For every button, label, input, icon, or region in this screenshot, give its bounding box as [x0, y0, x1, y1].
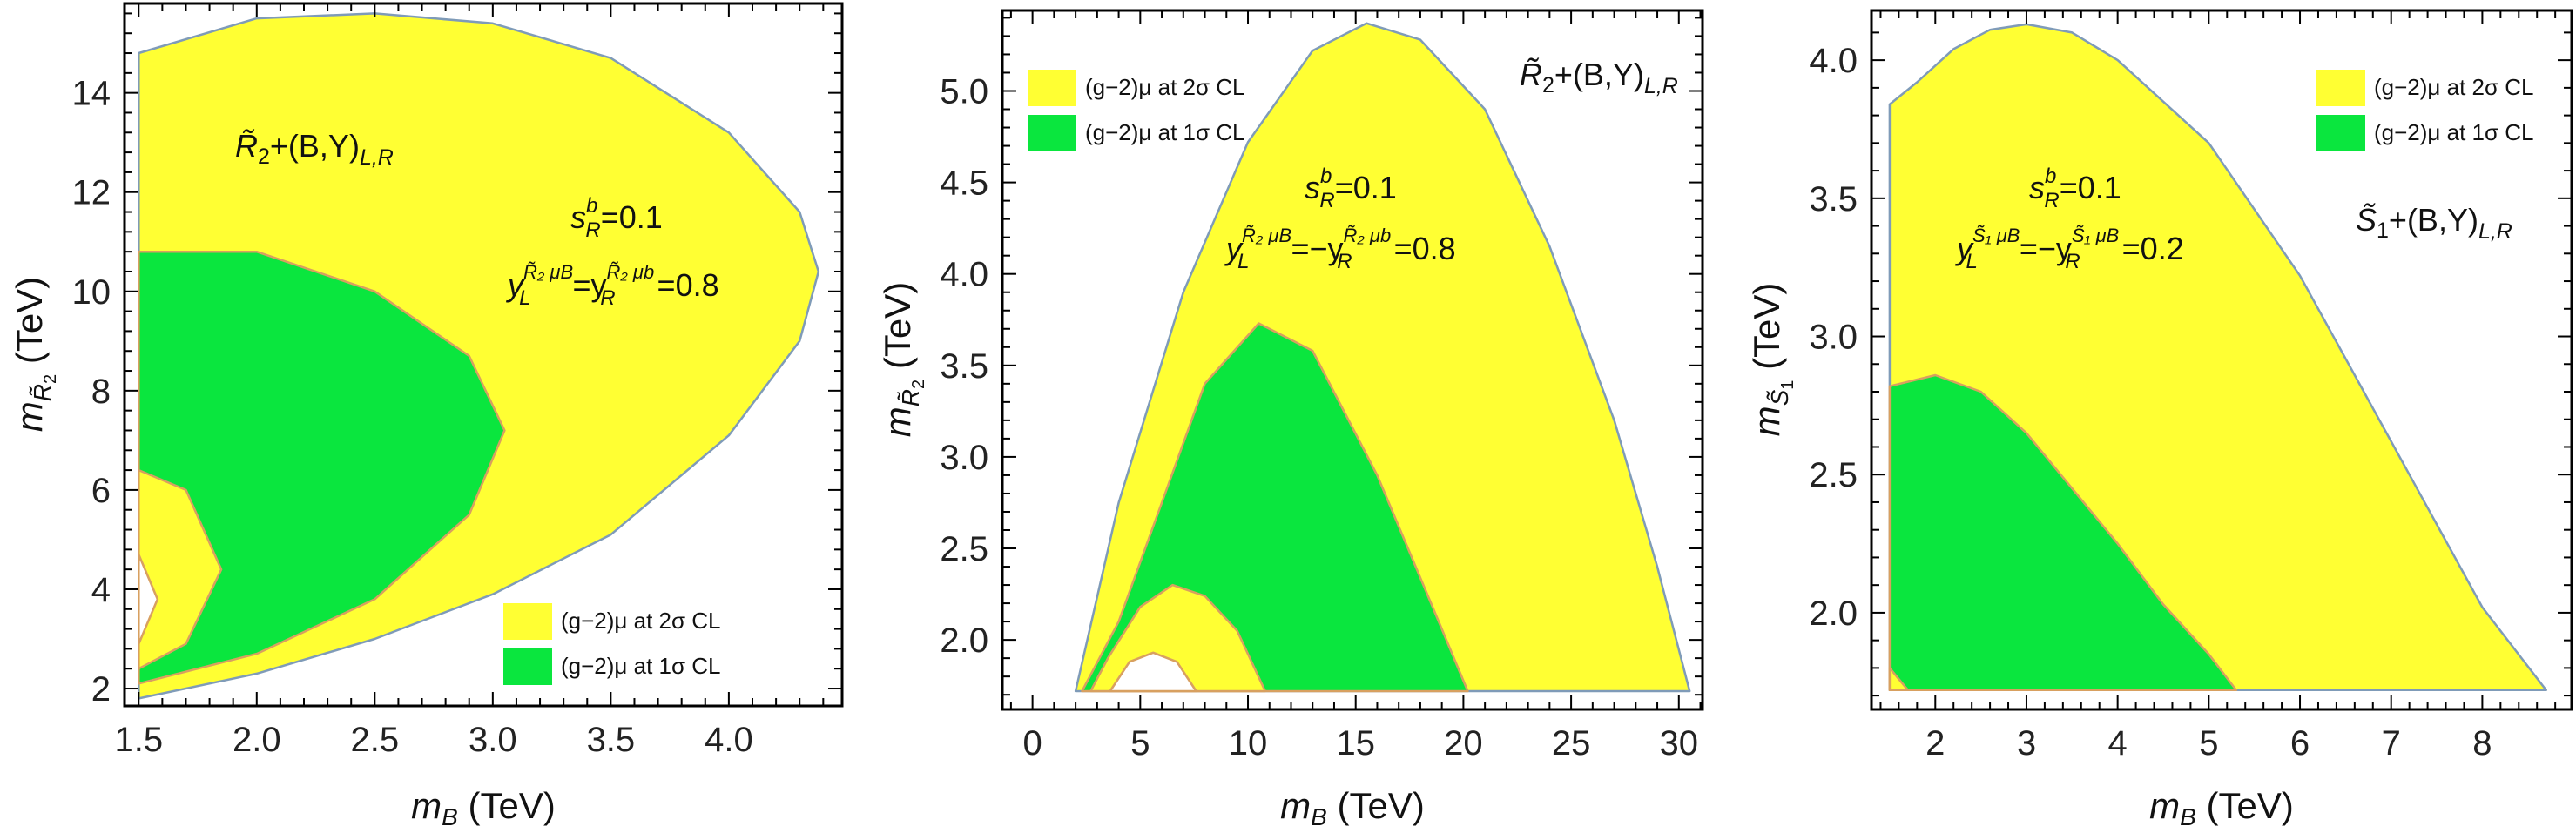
- region-1sigma: [138, 250, 506, 685]
- y-tick-label: 3.0: [940, 439, 988, 477]
- region-excluded: [1109, 651, 1197, 693]
- region-group: [138, 12, 820, 700]
- legend-label: (g−2)μ at 2σ CL: [2374, 74, 2534, 100]
- legend-label: (g−2)μ at 1σ CL: [561, 653, 721, 679]
- region-group: [1074, 22, 1691, 693]
- y-axis-title: mS̃1 (TeV): [1746, 283, 1797, 437]
- x-tick-label: 4.0: [705, 721, 753, 759]
- legend-swatch: [2316, 115, 2365, 151]
- plot-frame: [1870, 9, 2573, 711]
- sb-label: sb R=0.1: [570, 194, 663, 242]
- legend-swatch: [503, 648, 552, 685]
- y-tick-label: 14: [72, 75, 111, 113]
- chart-panel-1: 1.5 2.0 2.5 3.0 3.5 4.0 2 4 6 8 10 12 14 mB (TeV) mR̃2…: [9, 2, 844, 830]
- x-tick-label: 20: [1444, 724, 1483, 762]
- y-tick-label: 3.5: [940, 347, 988, 386]
- y-axis-title-group: mS̃1 (TeV): [1746, 283, 1797, 437]
- x-axis-title: mB (TeV): [1280, 785, 1425, 830]
- x-tick-label: 30: [1660, 724, 1699, 762]
- legend-label: (g−2)μ at 2σ CL: [561, 608, 721, 634]
- x-tick-label: 2: [1925, 724, 1945, 762]
- x-tick-label: 5: [1130, 724, 1150, 762]
- plot-frame: [123, 2, 844, 708]
- x-tick-label: 15: [1336, 724, 1375, 762]
- y-tick-label: 2: [91, 670, 111, 709]
- y-tick-label: 4: [91, 571, 111, 609]
- model-label: R̃2+(B,Y)L,R: [235, 128, 394, 170]
- model-label: R̃2+(B,Y)L,R: [1520, 57, 1678, 98]
- legend-swatch: [1028, 115, 1076, 151]
- x-tick-label: 2.0: [233, 721, 281, 759]
- y-tick-label: 2.5: [940, 530, 988, 568]
- legend: (g−2)μ at 2σ CL (g−2)μ at 1σ CL: [503, 603, 721, 685]
- x-tick-label: 3.0: [469, 721, 517, 759]
- coupling-label: yR̃₂ μB L =yR̃₂ μb R =0.8: [505, 261, 719, 310]
- x-tick-label: 25: [1552, 724, 1591, 762]
- y-tick-label: 4.5: [940, 165, 988, 203]
- region-group: [1888, 23, 2547, 692]
- y-axis-title: mR̃2 (TeV): [9, 277, 60, 432]
- y-axis-title: mR̃2 (TeV): [877, 282, 928, 437]
- sb-label: sb R=0.1: [2029, 165, 2121, 212]
- legend-label: (g−2)μ at 1σ CL: [2374, 119, 2534, 145]
- legend-swatch: [503, 603, 552, 640]
- x-axis-title: mB (TeV): [411, 785, 556, 830]
- y-tick-label: 2.5: [1809, 456, 1858, 494]
- legend-swatch: [1028, 70, 1076, 106]
- x-tick-label: 1.5: [114, 721, 163, 759]
- region-1sigma: [1888, 373, 2238, 692]
- y-tick-label: 4.0: [1809, 42, 1858, 80]
- sb-label: sb R=0.1: [1305, 165, 1397, 212]
- x-tick-label: 5: [2199, 724, 2218, 762]
- coupling-label: yS̃₁ μB L =−yS̃₁ μB R =0.2: [1954, 225, 2184, 273]
- y-tick-label: 2.0: [940, 621, 988, 660]
- legend-swatch: [2316, 70, 2365, 106]
- region-2sigma: [138, 468, 223, 670]
- y-tick-label: 5.0: [940, 72, 988, 111]
- chart-panel-2: 0 5 10 15 20 25 30 2.0 2.5 3.0 3.5 4.0 4.5 5.0 mB (TeV…: [877, 9, 1704, 830]
- y-tick-label: 8: [91, 373, 111, 411]
- coupling-label: yR̃₂ μB L =−yR̃₂ μb R =0.8: [1224, 225, 1456, 273]
- x-tick-label: 3.5: [587, 721, 636, 759]
- x-tick-label: 7: [2382, 724, 2401, 762]
- x-tick-label: 4: [2108, 724, 2128, 762]
- y-tick-label: 12: [72, 174, 111, 212]
- x-tick-label: 8: [2472, 724, 2492, 762]
- x-tick-label: 6: [2290, 724, 2310, 762]
- y-tick-label: 6: [91, 472, 111, 510]
- model-label: S̃1+(B,Y)L,R: [2356, 202, 2512, 244]
- plot-frame: [1001, 9, 1704, 711]
- y-tick-label: 2.0: [1809, 595, 1858, 633]
- y-tick-label: 3.5: [1809, 180, 1858, 218]
- y-tick-label: 3.0: [1809, 319, 1858, 357]
- y-tick-label: 10: [72, 273, 111, 312]
- y-tick-label: 4.0: [940, 256, 988, 294]
- y-axis-title-group: mR̃2 (TeV): [877, 282, 928, 437]
- legend: (g−2)μ at 2σ CL (g−2)μ at 1σ CL: [1028, 70, 1245, 151]
- y-axis-title-group: mR̃2 (TeV): [9, 277, 60, 432]
- region-excluded: [138, 553, 159, 645]
- legend: (g−2)μ at 2σ CL (g−2)μ at 1σ CL: [2316, 70, 2534, 151]
- x-tick-label: 3: [2017, 724, 2036, 762]
- legend-label: (g−2)μ at 1σ CL: [1085, 119, 1245, 145]
- x-tick-label: 10: [1229, 724, 1268, 762]
- x-axis-title: mB (TeV): [2149, 785, 2294, 830]
- legend-label: (g−2)μ at 2σ CL: [1085, 74, 1245, 100]
- x-tick-label: 0: [1023, 724, 1042, 762]
- x-tick-label: 2.5: [351, 721, 400, 759]
- chart-panel-3: 2 3 4 5 6 7 8 2.0 2.5 3.0 3.5 4.0 mB (TeV) mS̃1 (TeV)…: [1746, 9, 2573, 830]
- region-2sigma: [1888, 667, 1910, 692]
